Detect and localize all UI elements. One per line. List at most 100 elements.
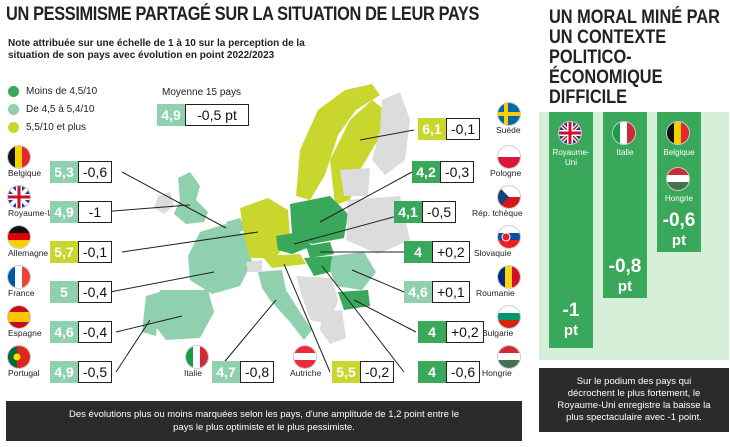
country-score: 4,2 xyxy=(412,161,440,183)
finland-shape xyxy=(372,92,410,175)
country-box-suede: 6,1 -0,1 xyxy=(418,118,481,140)
country-score: 4,6 xyxy=(50,321,78,343)
average-label: Moyenne 15 pays xyxy=(162,87,241,98)
europe-map xyxy=(99,84,417,373)
norway-shape xyxy=(296,84,380,200)
bar-label: Hongrie xyxy=(664,194,693,203)
country-change: -0,6 xyxy=(78,161,113,183)
right-title: UN MORAL MINÉ PAR UN CONTEXTE POLITICO-É… xyxy=(549,7,720,108)
spain-shape xyxy=(152,290,214,340)
bar-italie: Italie -0,8 pt xyxy=(603,112,647,298)
country-score: 4,7 xyxy=(212,361,240,383)
portugal-flag-icon xyxy=(8,346,30,368)
country-box-rep-tcheque: 4,1 -0,5 xyxy=(394,201,457,223)
france-flag-icon xyxy=(8,266,30,288)
chart-subtitle: Note attribuée sur une échelle de 1 à 10… xyxy=(8,38,305,61)
legend-label: De 4,5 à 5,4/10 xyxy=(26,103,95,115)
country-change: -0,5 xyxy=(422,201,457,223)
country-box-roumanie: 4,6 +0,1 xyxy=(404,281,470,303)
suede-flag-icon xyxy=(498,103,520,125)
country-box-slovaquie: 4 +0,2 xyxy=(404,241,470,263)
country-score: 5 xyxy=(50,281,78,303)
country-box-france: 5 -0,4 xyxy=(50,281,113,303)
bar-unit: pt xyxy=(671,232,687,249)
uk-shape xyxy=(174,172,208,224)
bar-label: Royaume-Uni xyxy=(552,148,590,167)
italy-flag-icon xyxy=(613,122,635,144)
country-box-royaume-uni: 4,9 -1 xyxy=(50,201,112,223)
country-change: -0,8 xyxy=(240,361,275,383)
country-box-allemagne: 5,7 -0,1 xyxy=(50,241,113,263)
switzerland-shape xyxy=(246,260,262,272)
country-box-pologne: 4,2 -0,3 xyxy=(412,161,475,183)
bar-value: -1 xyxy=(562,300,580,321)
country-name-hongrie: Hongrie xyxy=(482,368,512,378)
slovaquie-flag-icon xyxy=(498,226,520,248)
country-name-roumanie: Roumanie xyxy=(476,288,515,298)
country-box-italie: 4,7 -0,8 xyxy=(212,361,275,383)
legend-label: Moins de 4,5/10 xyxy=(26,85,98,97)
country-change: -1 xyxy=(78,201,112,223)
hongrie-flag-icon xyxy=(498,346,520,368)
country-change: -0,5 xyxy=(78,361,113,383)
country-name-pologne: Pologne xyxy=(490,168,522,178)
right-panel: Royaume-Uni -1 pt Italie -0,8 pt Belgiqu… xyxy=(539,112,729,360)
bar-label: Italie xyxy=(616,148,634,157)
bulgarie-flag-icon xyxy=(498,306,520,328)
country-score: 5,7 xyxy=(50,241,78,263)
country-score: 4 xyxy=(404,241,432,263)
roumanie-flag-icon xyxy=(498,266,520,288)
country-name-allemagne: Allemagne xyxy=(8,248,49,258)
country-score: 4,1 xyxy=(394,201,422,223)
country-name-slovaquie: Slovaquie xyxy=(474,248,512,258)
rep-tcheque-flag-icon xyxy=(498,186,520,208)
right-note-text: Sur le podium des pays qui décrochent le… xyxy=(557,376,711,423)
country-change: -0,6 xyxy=(446,361,481,383)
legend-swatch xyxy=(8,103,19,115)
france-shape xyxy=(188,224,252,294)
belgique-flag-icon xyxy=(8,146,30,168)
country-box-autriche: 5,5 -0,2 xyxy=(332,361,395,383)
bar-royaume-uni: Royaume-Uni -1 pt xyxy=(549,112,593,348)
portugal-shape xyxy=(142,292,160,336)
legend-item: De 4,5 à 5,4/10 xyxy=(8,100,97,118)
italy-shape xyxy=(258,270,312,340)
uk-flag-icon xyxy=(559,122,581,144)
romania-shape xyxy=(330,252,376,290)
pologne-flag-icon xyxy=(498,146,520,168)
country-change: -0,4 xyxy=(78,281,113,303)
leader-lines xyxy=(99,129,417,373)
country-score: 5,3 xyxy=(50,161,78,183)
country-score: 4,9 xyxy=(50,361,78,383)
hungary-shape xyxy=(304,256,338,276)
country-score: 4,6 xyxy=(404,281,432,303)
chart-title: UN PESSIMISME PARTAGÉ SUR LA SITUATION D… xyxy=(6,4,480,25)
country-change: -0,4 xyxy=(78,321,113,343)
espagne-flag-icon xyxy=(8,306,30,328)
legend-item: Moins de 4,5/10 xyxy=(8,82,97,100)
bar-label: Belgique xyxy=(663,148,695,157)
autriche-flag-icon xyxy=(294,346,316,368)
country-score: 4 xyxy=(418,361,446,383)
country-score: 4 xyxy=(418,321,446,343)
bar-belgique-hongrie: Belgique Hongrie -0,6 pt xyxy=(657,112,701,252)
legend-swatch xyxy=(8,85,19,97)
czech-shape xyxy=(276,232,312,254)
italie-flag-icon xyxy=(186,346,208,368)
country-name-suede: Suède xyxy=(496,125,521,135)
country-change: +0,2 xyxy=(446,321,484,343)
country-change: -0,1 xyxy=(446,118,481,140)
country-name-belgique: Belgique xyxy=(8,168,42,178)
country-change: -0,1 xyxy=(78,241,113,263)
bar-value: -0,8 xyxy=(608,256,642,277)
bar-value: -0,6 xyxy=(662,210,696,231)
country-box-espagne: 4,6 -0,4 xyxy=(50,321,113,343)
slovakia-shape xyxy=(306,242,334,258)
average-score: 4,9 xyxy=(157,104,185,126)
legend-label: 5,5/10 et plus xyxy=(26,121,87,133)
country-score: 6,1 xyxy=(418,118,446,140)
country-change: +0,2 xyxy=(432,241,470,263)
poland-shape xyxy=(290,196,348,244)
bottom-note-bar: Des évolutions plus ou moins marquées se… xyxy=(6,401,522,441)
ireland-shape xyxy=(154,192,174,214)
